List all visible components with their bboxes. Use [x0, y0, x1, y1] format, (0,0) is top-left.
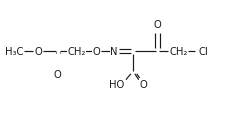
Text: O: O — [140, 79, 148, 89]
Text: CH₂: CH₂ — [67, 47, 86, 57]
Text: CH₂: CH₂ — [169, 47, 188, 57]
Text: O: O — [54, 69, 62, 79]
Text: HO: HO — [109, 79, 125, 89]
Text: Cl: Cl — [198, 47, 208, 57]
Text: O: O — [34, 47, 42, 57]
Text: O: O — [154, 20, 161, 30]
Text: H₃C: H₃C — [5, 47, 24, 57]
Text: O: O — [92, 47, 100, 57]
Text: N: N — [110, 47, 118, 57]
